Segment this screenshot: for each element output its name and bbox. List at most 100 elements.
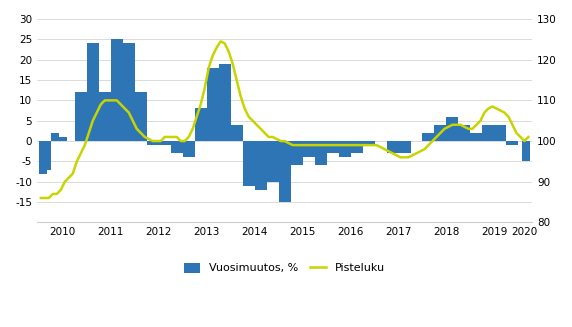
Bar bbox=[267, 141, 271, 182]
Bar bbox=[174, 141, 178, 153]
Bar bbox=[470, 133, 474, 141]
Bar bbox=[319, 141, 323, 165]
Bar bbox=[490, 125, 494, 141]
Bar bbox=[123, 43, 127, 141]
Bar bbox=[526, 141, 530, 162]
Bar bbox=[359, 141, 363, 153]
Bar bbox=[263, 141, 267, 190]
Bar bbox=[474, 133, 478, 141]
Legend: Vuosimuutos, %, Pisteluku: Vuosimuutos, %, Pisteluku bbox=[180, 258, 390, 278]
Bar bbox=[239, 125, 243, 141]
Bar bbox=[219, 64, 223, 141]
Bar bbox=[371, 141, 375, 145]
Bar bbox=[486, 125, 490, 141]
Bar bbox=[395, 141, 399, 153]
Bar bbox=[43, 141, 47, 174]
Bar bbox=[403, 141, 407, 153]
Bar bbox=[159, 141, 163, 145]
Bar bbox=[107, 92, 111, 141]
Bar bbox=[55, 133, 59, 141]
Bar bbox=[327, 141, 331, 153]
Bar bbox=[451, 117, 455, 141]
Bar bbox=[502, 125, 506, 141]
Bar bbox=[247, 141, 251, 186]
Bar bbox=[210, 68, 214, 141]
Bar bbox=[99, 92, 103, 141]
Bar bbox=[339, 141, 343, 157]
Bar bbox=[75, 92, 79, 141]
Bar bbox=[251, 141, 255, 186]
Bar bbox=[115, 39, 119, 141]
Bar bbox=[194, 109, 198, 141]
Bar bbox=[178, 141, 182, 153]
Bar bbox=[387, 141, 391, 153]
Bar bbox=[182, 141, 186, 157]
Bar bbox=[343, 141, 347, 157]
Bar bbox=[423, 133, 427, 141]
Bar bbox=[462, 125, 466, 141]
Bar bbox=[206, 68, 210, 141]
Bar bbox=[323, 141, 327, 165]
Bar bbox=[63, 137, 67, 141]
Bar bbox=[303, 141, 307, 157]
Bar bbox=[59, 137, 63, 141]
Bar bbox=[455, 117, 459, 141]
Bar bbox=[363, 141, 367, 145]
Bar bbox=[231, 125, 235, 141]
Bar bbox=[235, 125, 239, 141]
Bar bbox=[287, 141, 291, 202]
Bar bbox=[243, 141, 247, 186]
Bar bbox=[355, 141, 359, 153]
Bar bbox=[367, 141, 371, 145]
Bar bbox=[170, 141, 174, 153]
Bar bbox=[498, 125, 502, 141]
Bar bbox=[155, 141, 159, 145]
Bar bbox=[151, 141, 155, 145]
Bar bbox=[227, 64, 231, 141]
Bar bbox=[127, 43, 131, 141]
Bar bbox=[147, 141, 151, 145]
Bar bbox=[399, 141, 403, 153]
Bar bbox=[435, 125, 439, 141]
Bar bbox=[166, 141, 170, 145]
Bar bbox=[87, 43, 91, 141]
Bar bbox=[143, 92, 147, 141]
Bar bbox=[351, 141, 355, 153]
Bar bbox=[439, 125, 443, 141]
Bar bbox=[275, 141, 279, 182]
Bar bbox=[79, 92, 83, 141]
Bar bbox=[522, 141, 526, 162]
Bar bbox=[103, 92, 107, 141]
Bar bbox=[311, 141, 315, 157]
Bar bbox=[190, 141, 194, 157]
Bar bbox=[135, 92, 139, 141]
Bar bbox=[223, 64, 227, 141]
Bar bbox=[494, 125, 498, 141]
Bar bbox=[83, 92, 87, 141]
Bar bbox=[466, 125, 470, 141]
Bar bbox=[331, 141, 335, 153]
Bar bbox=[347, 141, 351, 157]
Bar bbox=[47, 141, 51, 169]
Bar bbox=[447, 117, 451, 141]
Bar bbox=[482, 125, 486, 141]
Bar bbox=[51, 133, 55, 141]
Bar bbox=[255, 141, 259, 190]
Bar bbox=[510, 141, 514, 145]
Bar bbox=[139, 92, 143, 141]
Bar bbox=[95, 43, 99, 141]
Bar bbox=[514, 141, 518, 145]
Bar bbox=[315, 141, 319, 165]
Bar bbox=[119, 39, 123, 141]
Bar bbox=[39, 141, 43, 174]
Bar bbox=[431, 133, 435, 141]
Bar bbox=[214, 68, 219, 141]
Bar bbox=[459, 125, 462, 141]
Bar bbox=[131, 43, 135, 141]
Bar bbox=[295, 141, 299, 165]
Bar bbox=[391, 141, 395, 153]
Bar bbox=[283, 141, 287, 202]
Bar bbox=[443, 125, 447, 141]
Bar bbox=[198, 109, 202, 141]
Bar bbox=[279, 141, 283, 202]
